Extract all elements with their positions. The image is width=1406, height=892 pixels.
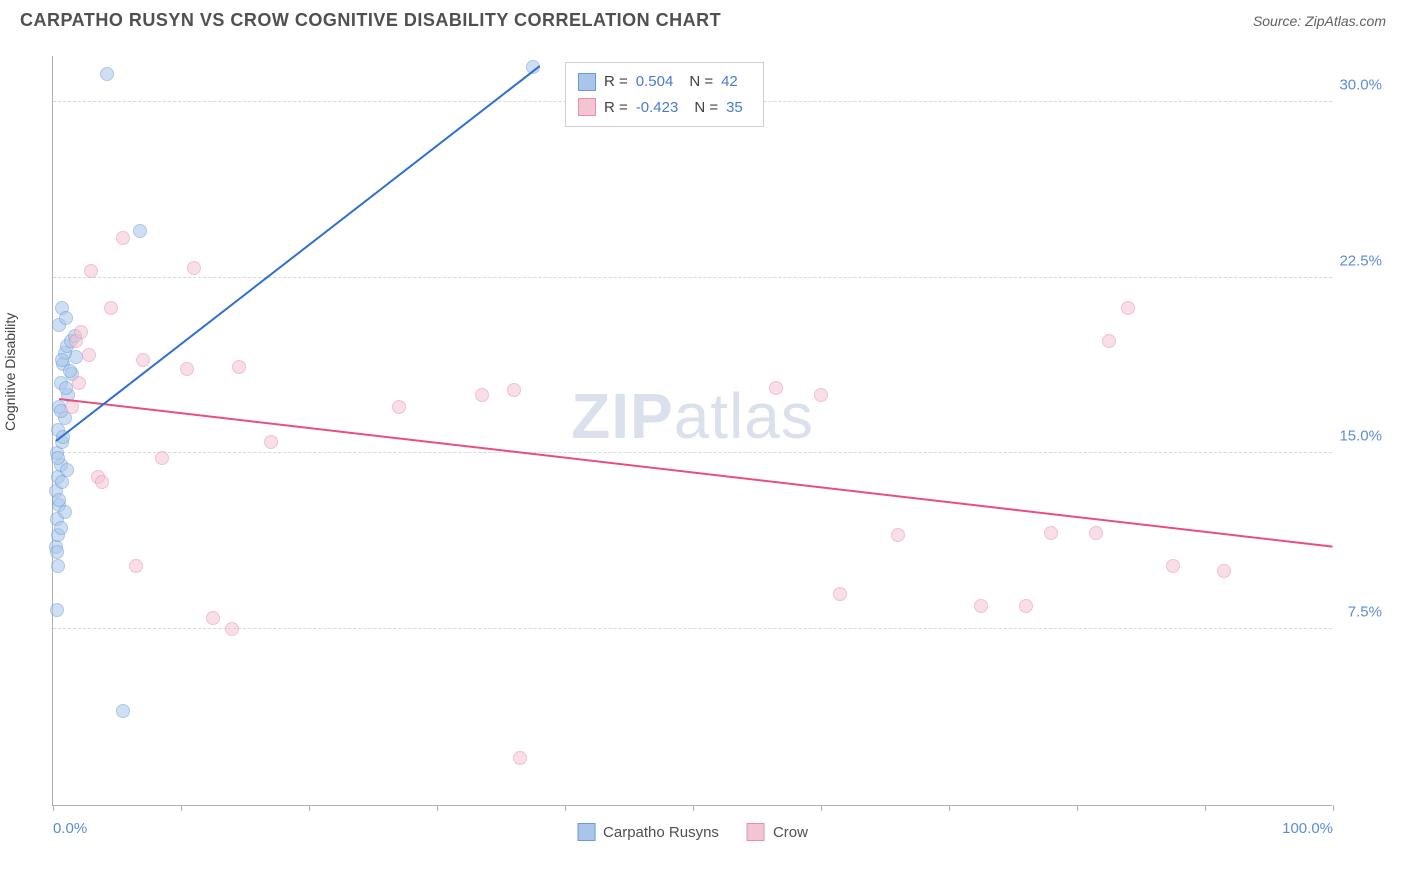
y-axis-title: Cognitive Disability bbox=[2, 313, 18, 431]
legend-item: Crow bbox=[747, 823, 808, 841]
legend-swatch bbox=[747, 823, 765, 841]
scatter-point bbox=[54, 521, 68, 535]
stat-n-value: 35 bbox=[726, 95, 751, 121]
scatter-point bbox=[974, 599, 988, 613]
scatter-point bbox=[59, 311, 73, 325]
watermark-atlas: atlas bbox=[674, 380, 814, 452]
scatter-point bbox=[206, 611, 220, 625]
scatter-point bbox=[1089, 526, 1103, 540]
x-tick bbox=[437, 805, 438, 811]
stat-n-label: N = bbox=[694, 95, 718, 121]
scatter-point bbox=[1217, 564, 1231, 578]
gridline-h bbox=[53, 628, 1332, 629]
scatter-point bbox=[232, 360, 246, 374]
x-tick bbox=[1077, 805, 1078, 811]
stats-row: R = -0.423 N = 35 bbox=[578, 95, 751, 121]
scatter-point bbox=[50, 545, 64, 559]
scatter-point bbox=[833, 587, 847, 601]
scatter-point bbox=[1121, 301, 1135, 315]
scatter-point bbox=[50, 603, 64, 617]
stat-r-label: R = bbox=[604, 69, 628, 95]
scatter-point bbox=[891, 528, 905, 542]
scatter-point bbox=[392, 400, 406, 414]
x-tick bbox=[1205, 805, 1206, 811]
x-tick-label: 100.0% bbox=[1282, 820, 1333, 837]
scatter-point bbox=[1102, 334, 1116, 348]
scatter-point bbox=[116, 704, 130, 718]
scatter-point bbox=[133, 224, 147, 238]
stat-r-label: R = bbox=[604, 95, 628, 121]
chart-title: CARPATHO RUSYN VS CROW COGNITIVE DISABIL… bbox=[20, 10, 721, 31]
stat-n-label: N = bbox=[689, 69, 713, 95]
x-tick bbox=[53, 805, 54, 811]
stats-box: R =0.504N =42R =-0.423N =35 bbox=[565, 62, 764, 127]
scatter-point bbox=[129, 559, 143, 573]
scatter-point bbox=[180, 362, 194, 376]
scatter-point bbox=[475, 388, 489, 402]
trend-line bbox=[59, 398, 1333, 548]
legend-item: Carpatho Rusyns bbox=[577, 823, 719, 841]
scatter-point bbox=[155, 451, 169, 465]
scatter-point bbox=[104, 301, 118, 315]
scatter-point bbox=[51, 559, 65, 573]
scatter-point bbox=[769, 381, 783, 395]
scatter-point bbox=[95, 475, 109, 489]
scatter-point bbox=[513, 751, 527, 765]
x-tick bbox=[565, 805, 566, 811]
header: CARPATHO RUSYN VS CROW COGNITIVE DISABIL… bbox=[0, 0, 1406, 37]
y-tick-label: 22.5% bbox=[1334, 252, 1382, 269]
trend-line bbox=[55, 65, 540, 442]
scatter-point bbox=[72, 376, 86, 390]
series-swatch bbox=[578, 98, 596, 116]
legend-label: Crow bbox=[773, 824, 808, 841]
stats-row: R = 0.504 N = 42 bbox=[578, 69, 751, 95]
gridline-h bbox=[53, 452, 1332, 453]
series-swatch bbox=[578, 73, 596, 91]
stat-r-value: -0.423 bbox=[636, 95, 687, 121]
x-tick bbox=[181, 805, 182, 811]
legend-swatch bbox=[577, 823, 595, 841]
scatter-point bbox=[82, 348, 96, 362]
y-tick-label: 30.0% bbox=[1334, 76, 1382, 93]
scatter-point bbox=[187, 261, 201, 275]
scatter-point bbox=[1166, 559, 1180, 573]
x-tick bbox=[1333, 805, 1334, 811]
scatter-point bbox=[55, 353, 69, 367]
scatter-point bbox=[1044, 526, 1058, 540]
chart-container: Cognitive Disability ZIPatlas 7.5%15.0%2… bbox=[20, 48, 1386, 838]
stat-n-value: 42 bbox=[721, 69, 746, 95]
scatter-point bbox=[100, 67, 114, 81]
scatter-point bbox=[74, 325, 88, 339]
gridline-h bbox=[53, 277, 1332, 278]
watermark-zip: ZIP bbox=[571, 380, 674, 452]
scatter-point bbox=[84, 264, 98, 278]
scatter-point bbox=[225, 622, 239, 636]
scatter-point bbox=[814, 388, 828, 402]
scatter-point bbox=[136, 353, 150, 367]
source-attribution: Source: ZipAtlas.com bbox=[1253, 13, 1386, 29]
scatter-point bbox=[1019, 599, 1033, 613]
scatter-point bbox=[116, 231, 130, 245]
legend: Carpatho Rusyns Crow bbox=[577, 823, 808, 841]
scatter-point bbox=[60, 463, 74, 477]
legend-label: Carpatho Rusyns bbox=[603, 824, 719, 841]
scatter-point bbox=[58, 505, 72, 519]
x-tick bbox=[949, 805, 950, 811]
x-tick bbox=[309, 805, 310, 811]
plot-area: ZIPatlas 7.5%15.0%22.5%30.0%0.0%100.0%R … bbox=[52, 56, 1332, 806]
x-tick bbox=[821, 805, 822, 811]
stat-r-value: 0.504 bbox=[636, 69, 682, 95]
x-tick-label: 0.0% bbox=[53, 820, 87, 837]
y-tick-label: 15.0% bbox=[1334, 428, 1382, 445]
scatter-point bbox=[507, 383, 521, 397]
scatter-point bbox=[264, 435, 278, 449]
y-tick-label: 7.5% bbox=[1334, 604, 1382, 621]
x-tick bbox=[693, 805, 694, 811]
